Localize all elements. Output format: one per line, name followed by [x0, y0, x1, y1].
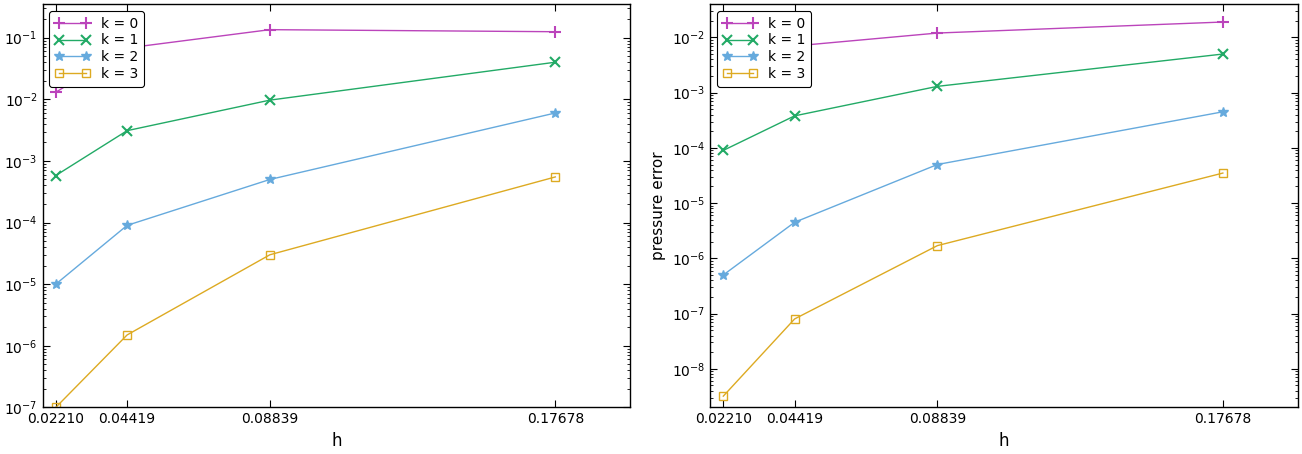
k = 2 — [786, 220, 802, 225]
k = 2 — [120, 222, 135, 228]
k = 3 — [262, 252, 277, 257]
k = 2 — [716, 272, 732, 278]
k = 0 — [716, 68, 732, 74]
k = 3 — [1215, 170, 1230, 176]
k = 3 — [48, 405, 64, 410]
k = 0 — [1215, 20, 1230, 25]
k = 1 — [1215, 51, 1230, 57]
Line: k = 0: k = 0 — [717, 16, 1229, 77]
Line: k = 1: k = 1 — [51, 57, 560, 180]
k = 1 — [120, 128, 135, 133]
k = 0 — [48, 89, 64, 95]
k = 2 — [262, 177, 277, 182]
k = 1 — [716, 148, 732, 153]
k = 2 — [1215, 109, 1230, 114]
k = 3 — [120, 332, 135, 338]
Line: k = 2: k = 2 — [719, 107, 1228, 280]
Line: k = 3: k = 3 — [719, 169, 1226, 400]
k = 3 — [548, 174, 564, 180]
k = 1 — [786, 113, 802, 118]
k = 1 — [262, 98, 277, 103]
k = 3 — [716, 394, 732, 399]
k = 0 — [786, 43, 802, 49]
Line: k = 2: k = 2 — [51, 108, 560, 289]
k = 3 — [786, 316, 802, 321]
Legend: k = 0, k = 1, k = 2, k = 3: k = 0, k = 1, k = 2, k = 3 — [49, 11, 143, 87]
k = 0 — [120, 45, 135, 51]
Y-axis label: pressure error: pressure error — [651, 152, 667, 260]
k = 1 — [930, 84, 945, 89]
X-axis label: h: h — [331, 432, 341, 450]
k = 3 — [930, 243, 945, 248]
Line: k = 1: k = 1 — [719, 49, 1228, 155]
k = 2 — [930, 162, 945, 167]
k = 0 — [930, 30, 945, 36]
k = 2 — [548, 110, 564, 116]
k = 0 — [262, 27, 277, 32]
k = 2 — [48, 281, 64, 287]
k = 1 — [548, 59, 564, 65]
k = 1 — [48, 173, 64, 178]
k = 0 — [548, 29, 564, 35]
Line: k = 3: k = 3 — [52, 173, 560, 412]
Legend: k = 0, k = 1, k = 2, k = 3: k = 0, k = 1, k = 2, k = 3 — [717, 11, 811, 87]
Line: k = 0: k = 0 — [49, 24, 561, 99]
X-axis label: h: h — [999, 432, 1009, 450]
